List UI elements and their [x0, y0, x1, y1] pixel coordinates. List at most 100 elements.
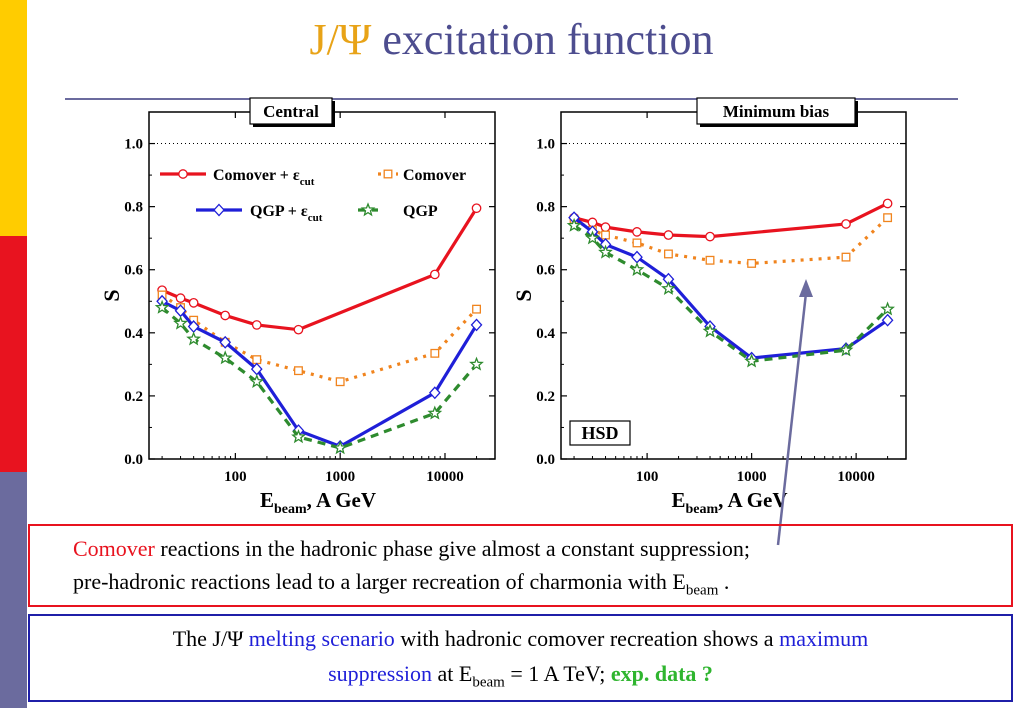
y-tick-label: 0.2	[536, 389, 555, 405]
marker-circle	[220, 310, 231, 321]
marker-star	[629, 261, 645, 277]
marker-diamond	[470, 318, 483, 332]
x-axis-label-sub: beam	[274, 502, 307, 517]
legend-label-sub: cut	[308, 212, 323, 224]
x-axis-label: Ebeam, A GeV	[260, 488, 376, 517]
marker-star	[427, 405, 443, 420]
legend-label: Comover	[403, 167, 466, 184]
y-tick-label: 0.4	[536, 326, 555, 342]
title-symbol: J/Ψ	[309, 15, 372, 64]
marker-square	[294, 366, 303, 376]
melting-note-line-2: suppression at Ebeam = 1 A TeV; exp. dat…	[30, 661, 1011, 691]
marker-star	[660, 280, 676, 295]
maximum-text: maximum	[779, 626, 869, 651]
marker-circle	[251, 320, 262, 330]
exp-data-question: exp. data ?	[610, 661, 713, 686]
marker-square	[841, 252, 851, 262]
marker-diamond	[213, 203, 225, 217]
suppression-text: suppression	[328, 661, 432, 686]
marker-star	[702, 323, 718, 338]
series-line	[573, 202, 889, 239]
marker-star	[566, 217, 582, 232]
comover-note-text-2: pre-hadronic reactions lead to a larger …	[73, 569, 686, 594]
marker-square	[472, 304, 481, 314]
marker-star	[154, 299, 170, 314]
legend-label: Comover + εcut	[213, 167, 315, 188]
x-tick-label: 1000	[325, 469, 355, 485]
comover-note-sub: beam	[685, 582, 719, 599]
marker-star	[598, 244, 613, 259]
y-axis-label: S	[511, 289, 536, 301]
panel-label: Central	[263, 102, 319, 121]
annotation-label: HSD	[581, 423, 618, 443]
marker-square	[747, 258, 757, 268]
marker-star	[744, 353, 759, 368]
marker-diamond	[881, 313, 894, 327]
y-axis-label: S	[99, 289, 124, 301]
marker-diamond	[219, 335, 232, 349]
melting-note-a: The J/Ψ	[172, 626, 249, 651]
marker-circle	[429, 269, 440, 280]
x-axis-label-rest: , A GeV	[718, 488, 787, 512]
plot-frame	[148, 111, 496, 460]
slide-title: J/Ψ excitation function	[0, 14, 1023, 65]
series-line	[161, 306, 478, 450]
x-tick-label: 10000	[426, 469, 464, 485]
marker-star	[291, 429, 306, 444]
y-tick-label: 1.0	[124, 137, 143, 153]
x-tick-label: 10000	[837, 469, 875, 485]
y-tick-label: 0.6	[536, 263, 555, 279]
marker-square	[601, 230, 610, 240]
marker-circle	[600, 222, 611, 232]
marker-star	[186, 331, 202, 346]
x-tick-label: 100	[224, 469, 247, 485]
series-line	[161, 299, 478, 449]
panel-label-box	[696, 97, 856, 125]
marker-star	[360, 202, 376, 217]
marker-square	[252, 355, 262, 365]
y-tick-label: 0.4	[124, 326, 143, 342]
title-text: excitation function	[371, 15, 714, 64]
x-axis-label-main: E	[671, 488, 685, 512]
marker-star	[585, 230, 600, 245]
title-divider	[65, 98, 958, 100]
series-line	[573, 216, 889, 360]
y-tick-label: 0.0	[124, 452, 143, 468]
marker-square	[383, 169, 393, 179]
comover-note-text-1: reactions in the hadronic phase give alm…	[154, 536, 750, 561]
x-axis-label-rest: , A GeV	[307, 488, 376, 512]
x-tick-label: 100	[636, 469, 659, 485]
marker-square	[663, 249, 673, 259]
melting-note-c: at E	[432, 661, 473, 686]
marker-circle	[471, 203, 482, 214]
marker-circle	[705, 231, 715, 242]
marker-diamond	[428, 386, 441, 400]
x-axis-label-sub: beam	[685, 502, 718, 517]
marker-star	[173, 315, 189, 330]
x-axis-label: Ebeam, A GeV	[671, 488, 787, 517]
legend-label-main: QGP	[403, 203, 438, 220]
marker-circle	[841, 219, 851, 229]
x-tick-label: 1000	[737, 469, 767, 485]
marker-circle	[293, 324, 304, 335]
y-tick-label: 0.2	[124, 389, 143, 405]
marker-star	[249, 373, 265, 389]
comover-word: Comover	[73, 536, 155, 561]
melting-note-line-1: The J/Ψ melting scenario with hadronic c…	[30, 626, 1011, 652]
marker-circle	[632, 227, 642, 237]
chart-panel-2: 0.0 0.2 0.4 0.6 0.8 1.0 100 1000 10000 S Ebeam, A …	[511, 97, 907, 546]
marker-star	[217, 350, 233, 365]
marker-circle	[178, 169, 188, 179]
plot-frame	[560, 111, 907, 460]
side-bar-yellow	[0, 0, 27, 236]
melting-note-box: The J/Ψ melting scenario with hadronic c…	[28, 614, 1013, 702]
marker-star	[880, 301, 895, 316]
annotation-box	[569, 420, 631, 446]
melting-note-b: with hadronic comover recreation shows a	[394, 626, 780, 651]
marker-square	[335, 377, 345, 387]
comover-note-box: Comover reactions in the hadronic phase …	[28, 524, 1013, 607]
marker-star	[838, 342, 854, 357]
y-tick-label: 0.0	[536, 452, 555, 468]
panel-label: Minimum bias	[723, 102, 830, 121]
